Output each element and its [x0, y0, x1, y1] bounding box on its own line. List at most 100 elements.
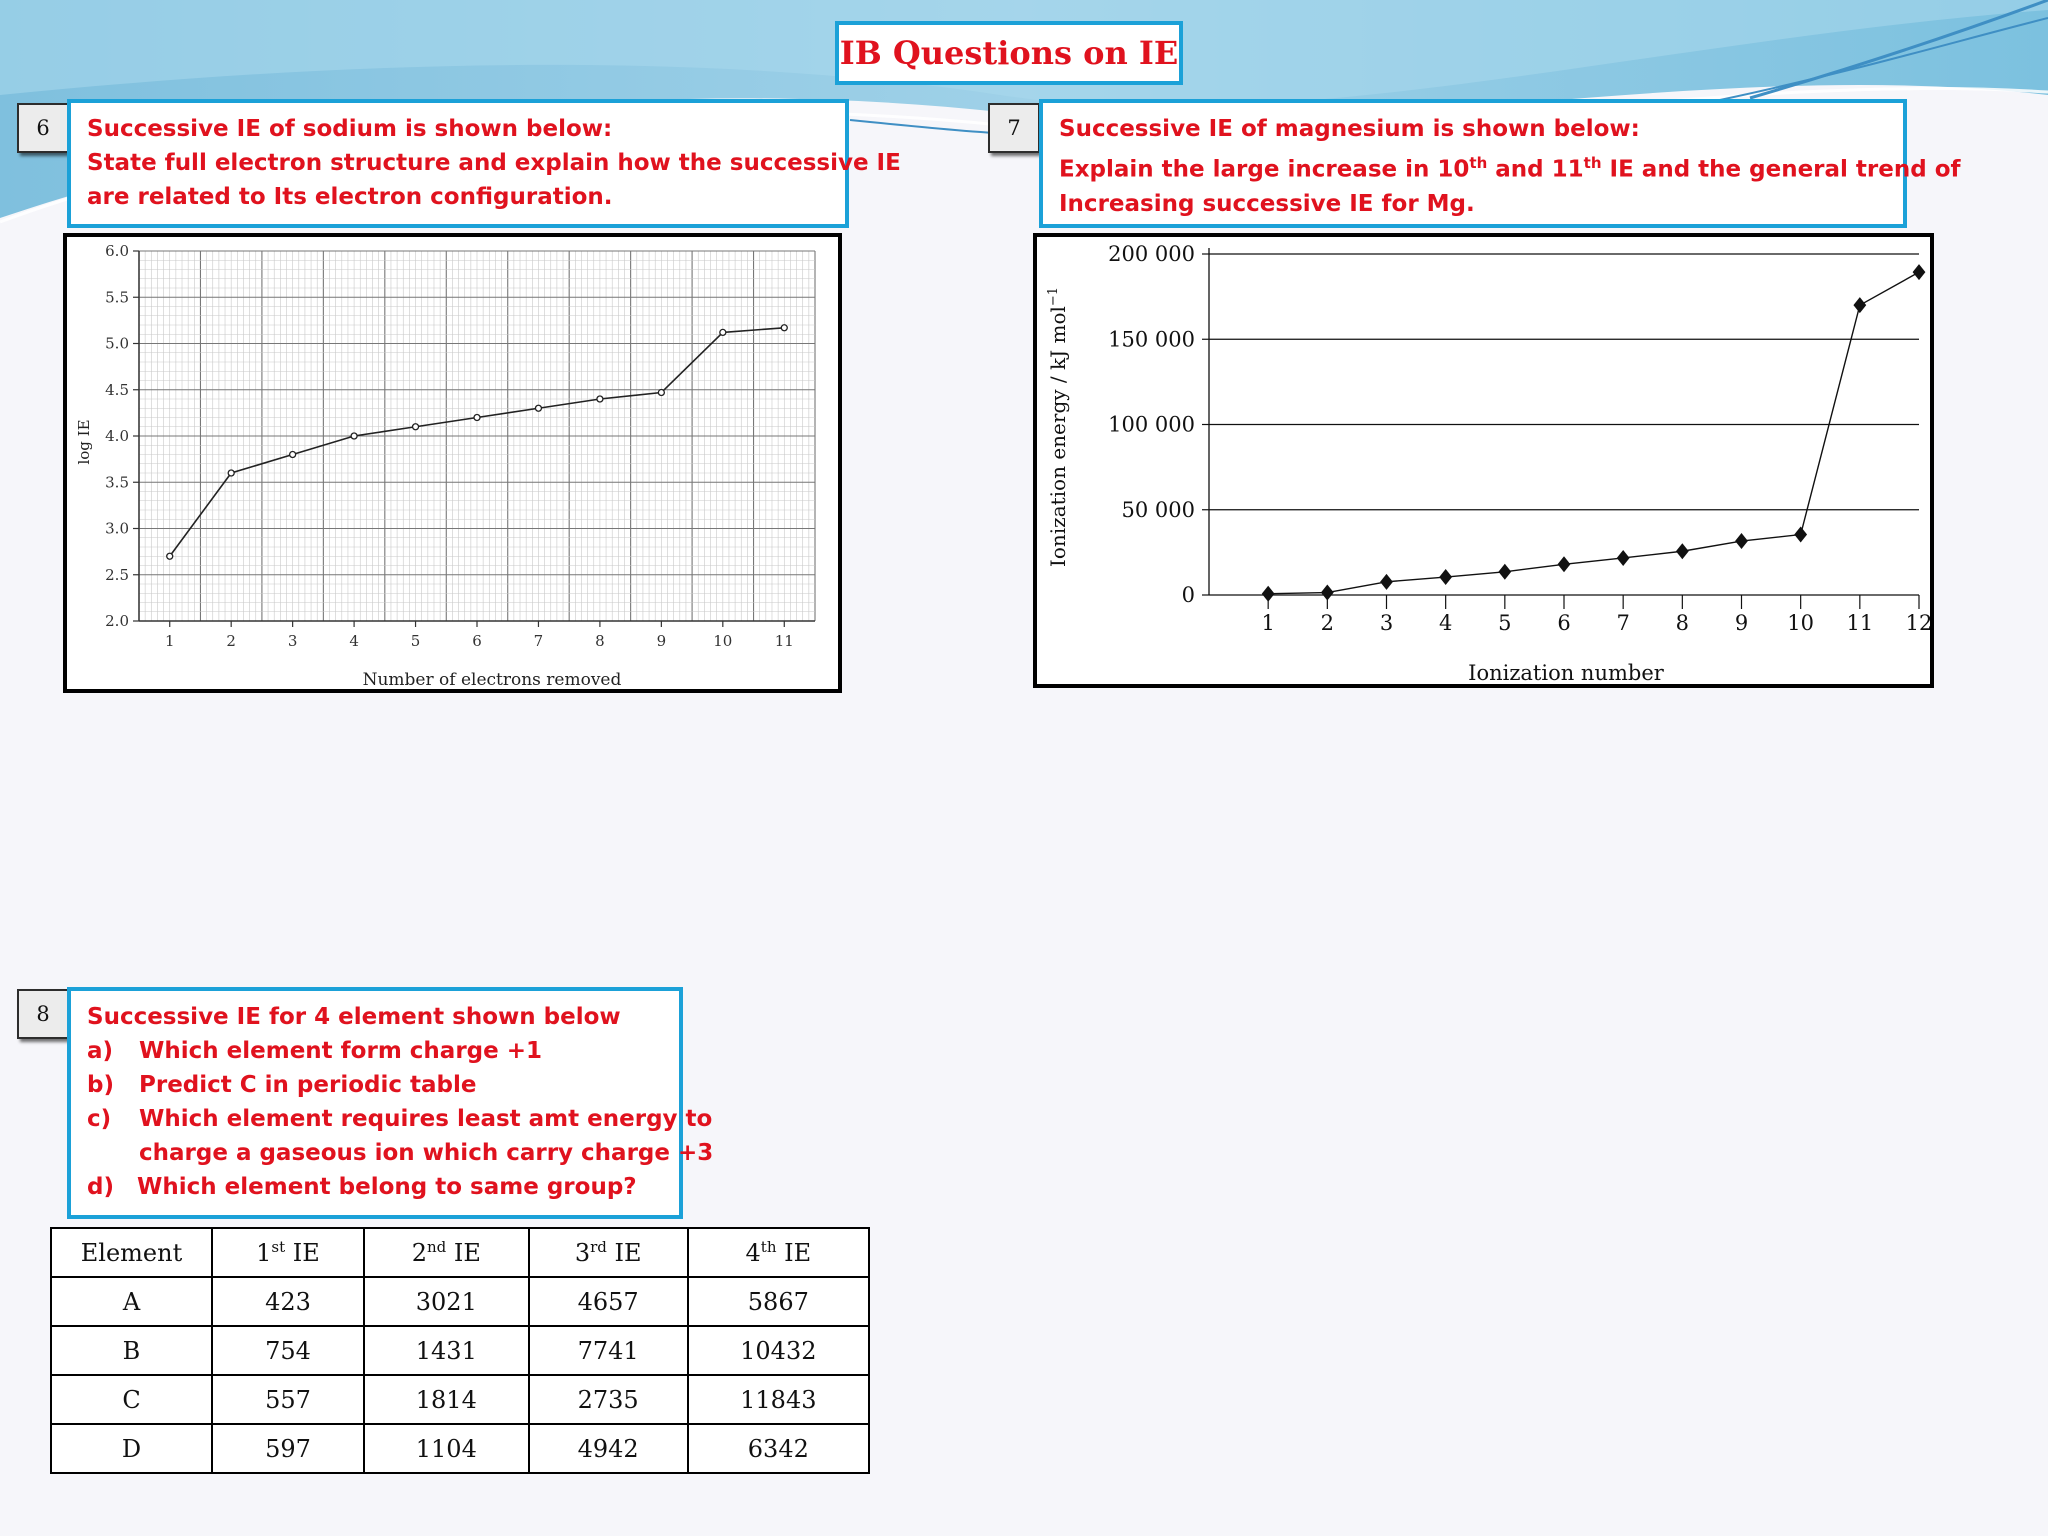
table-cell: D — [50, 1423, 213, 1474]
x-tick-label: 9 — [657, 632, 667, 650]
x-tick-label: 1 — [165, 632, 175, 650]
x-tick-label: 6 — [1557, 611, 1570, 635]
table-cell: 4657 — [527, 1276, 689, 1327]
data-point-diamond — [1675, 543, 1689, 560]
y-tick-label: 0 — [1182, 583, 1195, 607]
question-8-item-b: b) Predict C in periodic table — [87, 1072, 477, 1098]
x-tick-label: 12 — [1906, 611, 1930, 635]
data-point-diamond — [1261, 585, 1275, 602]
data-point — [473, 413, 481, 422]
table-cell: B — [50, 1325, 213, 1376]
data-point — [596, 395, 604, 403]
x-tick-label: 1 — [1261, 611, 1274, 635]
y-tick-label: 3.5 — [105, 473, 129, 491]
question-8-item-c-continued: charge a gaseous ion which carry charge … — [139, 1140, 714, 1166]
table-cell: 1104 — [362, 1423, 530, 1474]
data-point-diamond — [1735, 533, 1748, 550]
y-tick-label: 4.5 — [105, 381, 129, 399]
data-point-diamond — [1853, 297, 1867, 314]
question-7-line-2: Explain the large increase in 10th and 1… — [1059, 154, 1961, 183]
x-tick-label: 6 — [472, 632, 482, 650]
data-point — [166, 552, 174, 560]
data-point-diamond — [1439, 569, 1453, 586]
y-tick-label: 4.0 — [105, 427, 129, 445]
x-tick-label: 10 — [1787, 611, 1814, 635]
y-tick-label: 6.0 — [105, 242, 129, 260]
question-8-item-a: a) Which element form charge +1 — [87, 1038, 543, 1064]
x-tick-label: 8 — [595, 632, 605, 650]
x-tick-label: 2 — [1321, 611, 1334, 635]
table-cell: 2735 — [527, 1374, 689, 1425]
table-cell: 7741 — [527, 1325, 689, 1376]
table-cell: 6342 — [686, 1423, 871, 1474]
table-cell: C — [50, 1374, 213, 1425]
series-line — [1268, 271, 1920, 595]
magnesium-chart-y-axis-label: Ionization energy / kJ mol−1 — [1046, 287, 1070, 567]
x-tick-label: 11 — [775, 632, 794, 650]
y-tick-label: 150 000 — [1108, 327, 1195, 351]
y-tick-label: 2.0 — [105, 612, 129, 630]
data-point — [350, 432, 358, 440]
header-4th-ie: 4th IE — [686, 1227, 871, 1278]
x-tick-label: 10 — [713, 632, 732, 650]
table-cell: 754 — [211, 1325, 365, 1376]
y-tick-label: 3.0 — [105, 520, 129, 538]
x-tick-label: 3 — [1380, 611, 1393, 635]
data-point — [780, 324, 788, 332]
table-row: B 754 1431 7741 10432 — [50, 1325, 871, 1376]
question-6-line-3: are related to Its electron configuratio… — [87, 184, 613, 210]
table-header-row: Element 1st IE 2nd IE 3rd IE 4th IE — [50, 1227, 871, 1278]
header-1st-ie: 1st IE — [211, 1227, 365, 1278]
table-row: C 557 1814 2735 11843 — [50, 1374, 871, 1425]
table-cell: 1431 — [362, 1325, 530, 1376]
ionization-energy-table: Element 1st IE 2nd IE 3rd IE 4th IE A 42… — [50, 1227, 871, 1474]
table-row: A 423 3021 4657 5867 — [50, 1276, 871, 1327]
magnesium-chart-x-axis-label: Ionization number — [1468, 661, 1665, 684]
y-tick-label: 50 000 — [1122, 498, 1195, 522]
table-cell: 5867 — [686, 1276, 871, 1327]
table-cell: 423 — [211, 1276, 365, 1327]
table-cell: 11843 — [686, 1374, 871, 1425]
x-tick-label: 3 — [288, 632, 298, 650]
question-7-line-3: Increasing successive IE for Mg. — [1059, 190, 1475, 217]
data-point — [534, 404, 543, 412]
question-8-title: Successive IE for 4 element shown below — [87, 1004, 621, 1030]
header-3rd-ie: 3rd IE — [527, 1227, 689, 1278]
x-tick-label: 5 — [411, 632, 421, 650]
table-cell: 4942 — [527, 1423, 689, 1474]
data-point-diamond — [1794, 526, 1808, 543]
sodium-chart-x-axis-label: Number of electrons removed — [363, 670, 622, 689]
question-6-box: Successive IE of sodium is shown below: … — [67, 99, 901, 228]
x-tick-label: 11 — [1846, 611, 1873, 635]
data-point-diamond — [1557, 556, 1571, 573]
x-tick-label: 4 — [349, 632, 359, 650]
data-point — [411, 423, 420, 431]
table-cell: 557 — [211, 1374, 365, 1425]
x-tick-label: 7 — [534, 632, 544, 650]
question-7-box: Successive IE of magnesium is shown belo… — [1039, 99, 1961, 228]
header-element: Element — [50, 1227, 213, 1278]
y-tick-label: 2.5 — [105, 566, 129, 584]
table-cell: 1814 — [362, 1374, 530, 1425]
question-6-line-2: State full electron structure and explai… — [87, 150, 901, 176]
x-tick-label: 2 — [226, 632, 236, 650]
x-tick-label: 9 — [1735, 611, 1748, 635]
data-point-diamond — [1320, 584, 1334, 601]
table-cell: 597 — [211, 1423, 365, 1474]
sodium-log-ie-chart-frame: 2.0 2.5 3.0 3.5 4.0 4.5 5.0 5.5 6.0 1 2 3 4 5 6 7 8 9 10 11… — [63, 233, 842, 693]
question-8-box: Successive IE for 4 element shown below … — [67, 987, 714, 1219]
table-row: D 597 1104 4942 6342 — [50, 1423, 871, 1474]
y-tick-label: 5.0 — [105, 335, 129, 353]
data-point-diamond — [1380, 573, 1393, 590]
question-6-number: 6 — [17, 103, 69, 153]
table-cell: A — [50, 1276, 213, 1327]
x-tick-label: 7 — [1616, 611, 1629, 635]
x-tick-label: 8 — [1676, 611, 1689, 635]
data-point — [657, 388, 666, 397]
question-7-number: 7 — [988, 103, 1040, 153]
data-point — [288, 450, 297, 459]
question-8-item-c: c) Which element requires least amt energ… — [87, 1106, 713, 1132]
y-tick-label: 5.5 — [105, 288, 129, 306]
header-2nd-ie: 2nd IE — [362, 1227, 530, 1278]
